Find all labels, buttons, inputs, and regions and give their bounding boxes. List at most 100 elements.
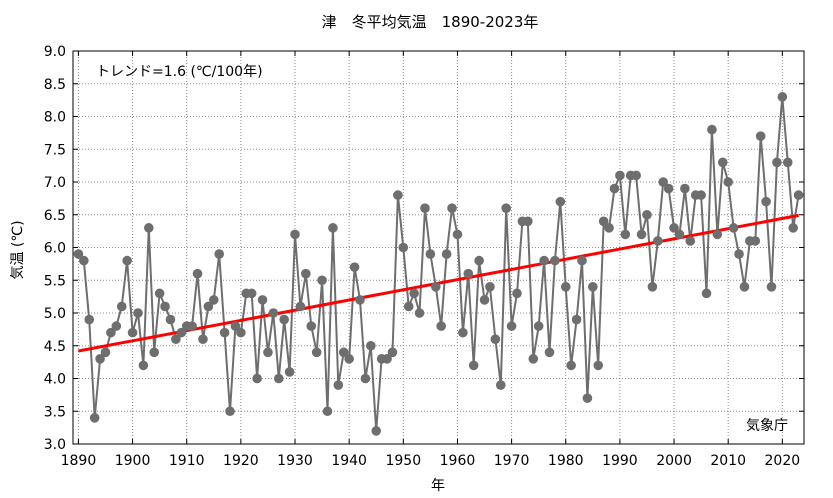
data-point [403, 301, 414, 312]
data-point [772, 157, 782, 168]
chart-title: 津 冬平均気温 1890-2023年 [322, 13, 539, 31]
y-tick-label: 4.5 [44, 339, 66, 355]
data-point [290, 229, 300, 240]
data-point [490, 334, 501, 345]
data-point [425, 249, 436, 259]
data-point [458, 327, 468, 338]
x-tick-label: 1930 [277, 453, 313, 469]
data-point [154, 288, 165, 299]
data-point [593, 360, 604, 371]
data-point [219, 327, 230, 338]
data-point [301, 268, 311, 279]
data-point [73, 249, 84, 259]
x-tick-label: 1950 [385, 453, 421, 469]
data-point [192, 268, 203, 279]
data-point [642, 209, 652, 220]
data-point [674, 229, 685, 240]
data-point [701, 288, 712, 299]
data-point [523, 216, 533, 227]
data-point [263, 347, 273, 358]
data-point [349, 262, 360, 272]
data-point [479, 295, 490, 305]
data-point [734, 249, 744, 259]
data-point [728, 223, 739, 233]
data-point [485, 282, 495, 292]
data-point [669, 223, 679, 233]
data-point [355, 295, 365, 305]
data-point [387, 347, 398, 358]
data-point [268, 308, 279, 318]
data-point [571, 314, 582, 325]
data-point [382, 354, 392, 364]
data-point [371, 426, 382, 436]
data-point [658, 177, 669, 187]
data-point [344, 354, 354, 364]
data-point [430, 282, 441, 292]
data-point [555, 196, 566, 207]
x-tick-label: 1920 [223, 453, 259, 469]
data-point [777, 92, 788, 102]
x-tick-label: 1900 [115, 453, 151, 469]
data-point [712, 229, 723, 240]
x-tick-label: 1960 [440, 453, 476, 469]
data-point [203, 301, 214, 312]
data-point [360, 373, 371, 384]
x-tick-label: 1910 [169, 453, 205, 469]
data-point [441, 249, 452, 259]
data-point [544, 347, 555, 358]
data-point [474, 255, 484, 266]
data-point [116, 301, 127, 312]
data-point [171, 334, 181, 345]
x-tick-label: 1970 [494, 453, 530, 469]
data-point [539, 255, 549, 266]
y-tick-label: 7.0 [44, 175, 66, 191]
x-tick-label: 2020 [765, 453, 801, 469]
data-point [653, 236, 663, 246]
data-point [620, 229, 631, 240]
data-point [236, 327, 246, 338]
data-point [723, 177, 733, 187]
data-point [506, 321, 517, 331]
data-point [750, 236, 761, 246]
data-point [696, 190, 706, 200]
data-point [588, 282, 598, 292]
data-point [127, 327, 138, 338]
data-point [225, 406, 235, 417]
data-point [436, 321, 447, 331]
data-point [89, 413, 100, 423]
data-point [393, 190, 403, 200]
data-point [95, 354, 105, 364]
data-point [149, 347, 160, 358]
data-point [647, 282, 658, 292]
x-tick-label: 2010 [710, 453, 746, 469]
data-point [214, 249, 224, 259]
data-point [636, 229, 647, 240]
y-tick-label: 6.5 [44, 208, 66, 224]
data-point [366, 340, 376, 351]
x-tick-label: 1980 [548, 453, 584, 469]
data-point [338, 347, 349, 358]
data-point [577, 255, 587, 266]
data-point [84, 314, 95, 325]
data-point [533, 321, 544, 331]
data-point [257, 295, 268, 305]
data-point [398, 242, 409, 253]
data-point [680, 183, 690, 194]
x-axis-label: 年 [431, 478, 445, 494]
y-tick-label: 3.5 [44, 404, 66, 420]
data-point [279, 314, 289, 325]
data-point [187, 321, 197, 331]
data-point [793, 190, 804, 200]
data-point [788, 223, 798, 233]
data-point [598, 216, 609, 227]
y-axis-label: 気温 (℃) [10, 220, 26, 279]
data-point [663, 183, 674, 194]
data-point [409, 288, 419, 299]
y-tick-label: 5.5 [44, 273, 66, 289]
y-tick-label: 5.0 [44, 306, 66, 322]
data-point [782, 157, 793, 168]
y-tick-label: 8.0 [44, 110, 66, 126]
data-point [208, 295, 219, 305]
